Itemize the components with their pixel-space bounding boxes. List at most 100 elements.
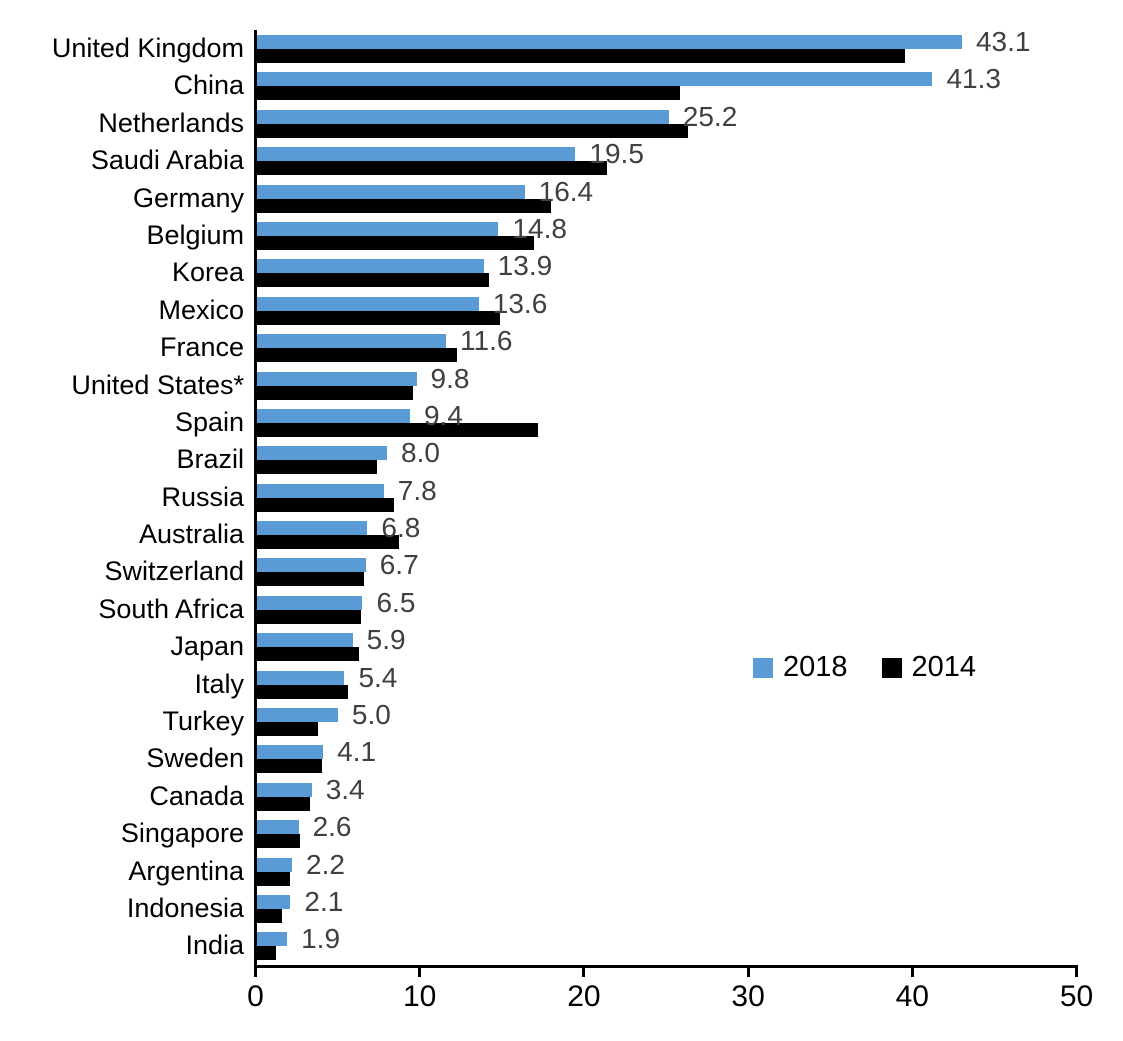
bar-2014: [256, 497, 394, 512]
legend: 2018 2014: [753, 653, 976, 682]
country-row: Australia 6.8: [0, 512, 1123, 553]
country-row: India 1.9: [0, 923, 1123, 964]
row-bars: 25.2: [256, 101, 1075, 142]
value-label-2018: 6.8: [381, 512, 421, 544]
category-label: Argentina: [128, 855, 244, 886]
value-label-2018: 43.1: [975, 26, 1031, 57]
value-label-2018: 16.4: [538, 175, 594, 207]
bar-2014: [256, 722, 319, 737]
country-row: Brazil 8.0: [0, 437, 1123, 478]
bar-2014: [256, 123, 689, 138]
country-row: Spain 9.4: [0, 400, 1123, 441]
category-label: Turkey: [162, 706, 244, 737]
country-row: Switzerland 6.7: [0, 549, 1123, 590]
row-bars: 14.8: [256, 213, 1075, 254]
country-row: Argentina 2.2: [0, 849, 1123, 890]
bar-2018: [256, 782, 312, 797]
country-row: Canada 3.4: [0, 774, 1123, 815]
row-bars: 8.0: [256, 437, 1075, 478]
row-bars: 13.9: [256, 250, 1075, 291]
category-label: United Kingdom: [51, 33, 244, 63]
bar-2014: [256, 908, 283, 923]
bar-2018: [256, 371, 417, 386]
country-row: France 11.6: [0, 325, 1123, 366]
row-bars: 9.4: [256, 400, 1075, 441]
country-row: Mexico 13.6: [0, 288, 1123, 329]
bar-2018: [256, 446, 388, 461]
country-row: Italy 5.4: [0, 662, 1123, 703]
value-label-2018: 25.2: [682, 100, 738, 132]
bar-2018: [256, 558, 366, 573]
row-bars: 41.3: [256, 63, 1075, 104]
row-bars: 6.8: [256, 512, 1075, 553]
value-label-2018: 13.6: [492, 287, 548, 319]
country-row: South Africa 6.5: [0, 587, 1123, 628]
row-bars: 16.4: [256, 176, 1075, 217]
bar-2018: [256, 595, 363, 610]
row-bars: 2.1: [256, 886, 1075, 927]
country-row: China 41.3: [0, 63, 1123, 104]
bar-2018: [256, 932, 288, 947]
bar-2018: [256, 147, 576, 162]
bar-2018: [256, 35, 962, 49]
bar-2014: [256, 161, 607, 176]
value-label-2018: 2.1: [304, 885, 344, 917]
category-label: Belgium: [146, 219, 244, 250]
legend-swatch-2018: [753, 657, 773, 678]
bar-2018: [256, 857, 293, 872]
category-label: Sweden: [146, 743, 244, 774]
category-label: India: [185, 930, 244, 961]
x-tick: [746, 968, 750, 977]
category-label: United States*: [71, 369, 244, 400]
country-row: Indonesia 2.1: [0, 886, 1123, 927]
bar-2018: [256, 334, 446, 349]
row-bars: 9.8: [256, 363, 1075, 404]
value-label-2018: 1.9: [301, 923, 341, 955]
value-label-2018: 5.0: [351, 699, 391, 731]
row-bars: 13.6: [256, 288, 1075, 329]
value-label-2018: 9.8: [430, 362, 470, 394]
bar-2014: [256, 348, 458, 363]
bar-2018: [256, 184, 525, 199]
country-row: Russia 7.8: [0, 475, 1123, 516]
category-label: Japan: [170, 631, 244, 662]
category-label: Switzerland: [104, 556, 244, 587]
country-row: Germany 16.4: [0, 176, 1123, 217]
row-bars: 3.4: [256, 774, 1075, 815]
category-label: Netherlands: [98, 107, 244, 138]
category-label: China: [173, 70, 244, 101]
bar-2018: [256, 670, 345, 685]
bar-2014: [256, 759, 322, 774]
value-label-2018: 11.6: [460, 325, 513, 357]
country-row: Saudi Arabia 19.5: [0, 138, 1123, 179]
x-tick-label: 10: [403, 980, 437, 1013]
category-label: Indonesia: [126, 892, 244, 923]
bar-2018: [256, 408, 410, 423]
x-tick: [910, 968, 914, 977]
bar-2018: [256, 109, 669, 124]
value-label-2018: 5.4: [358, 661, 398, 693]
bar-2014: [256, 834, 301, 849]
value-label-2018: 14.8: [512, 212, 567, 244]
bar-2018: [256, 745, 324, 760]
bar-2018: [256, 633, 353, 648]
bar-2014: [256, 385, 414, 400]
bar-2014: [256, 198, 551, 213]
country-row: Sweden 4.1: [0, 736, 1123, 777]
value-label-2018: 5.9: [366, 624, 406, 656]
bar-2014: [256, 684, 348, 699]
value-label-2018: 7.8: [397, 474, 437, 506]
bar-2014: [256, 273, 489, 288]
value-label-2018: 9.4: [423, 399, 463, 431]
bar-2014: [256, 871, 291, 886]
country-row: Korea 13.9: [0, 250, 1123, 291]
bar-2018: [256, 296, 479, 311]
country-row: Belgium 14.8: [0, 213, 1123, 254]
x-tick: [254, 968, 257, 977]
value-label-2018: 4.1: [337, 736, 377, 768]
bar-2014: [256, 235, 535, 250]
x-tick-label: 40: [895, 980, 929, 1013]
value-label-2018: 8.0: [401, 437, 440, 469]
x-tick-label: 30: [731, 980, 765, 1013]
